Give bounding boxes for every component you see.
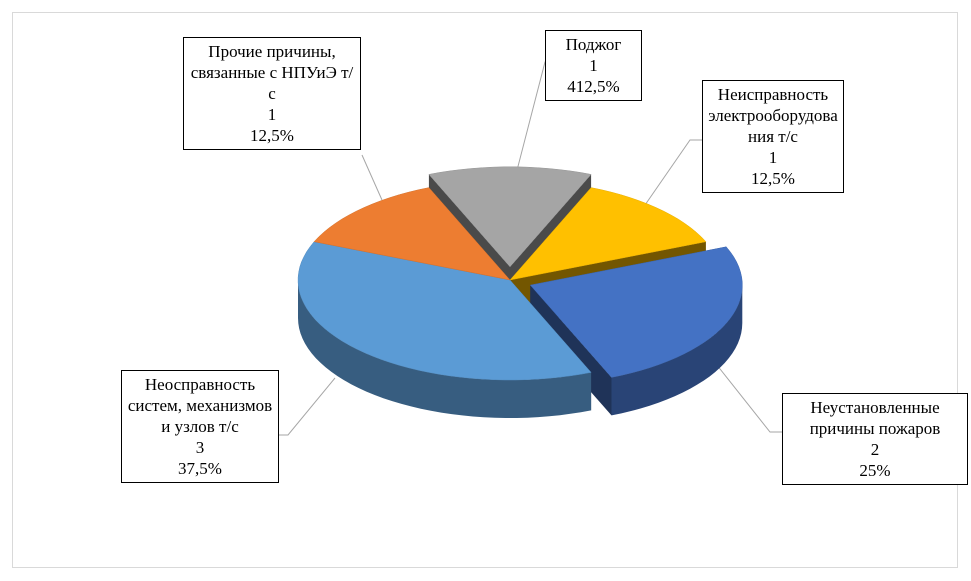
data-label: Неисправность электрооборудования т/с 1 … <box>702 80 844 193</box>
slice <box>428 166 592 268</box>
chart-frame <box>12 12 958 568</box>
leader-line <box>704 349 782 433</box>
slice <box>529 246 743 378</box>
leader-line <box>361 154 383 201</box>
label-category: Неосправность систем, механизмов и узлов… <box>127 375 273 436</box>
label-category: Прочие причины, связанные с НПУиЭ т/с <box>190 42 354 103</box>
slice-rim <box>298 280 592 418</box>
data-label: Неустановленные причины пожаров 2 25% <box>782 393 968 485</box>
leader-line <box>644 139 702 206</box>
slice <box>297 241 592 381</box>
label-percent: 12,5% <box>250 126 294 145</box>
data-label: Прочие причины, связанные с НПУиЭ т/с 1 … <box>183 37 361 150</box>
label-percent: 412,5% <box>567 77 620 96</box>
label-value: 1 <box>768 148 778 167</box>
slice <box>509 187 707 281</box>
label-category: Неустановленные причины пожаров <box>809 398 941 438</box>
leader-line <box>279 377 336 436</box>
label-percent: 12,5% <box>751 169 795 188</box>
data-label: Поджог 1 412,5% <box>545 30 642 101</box>
slice <box>313 187 511 281</box>
label-category: Неисправность электрооборудования т/с <box>708 85 838 146</box>
label-category: Поджог <box>565 35 622 54</box>
label-value: 3 <box>195 438 205 457</box>
label-percent: 25% <box>859 461 891 480</box>
label-percent: 37,5% <box>178 459 222 478</box>
label-value: 1 <box>267 105 277 124</box>
label-value: 1 <box>589 56 598 75</box>
data-label: Неосправность систем, механизмов и узлов… <box>121 370 279 483</box>
slice-rim <box>611 285 743 416</box>
label-value: 2 <box>870 440 880 459</box>
